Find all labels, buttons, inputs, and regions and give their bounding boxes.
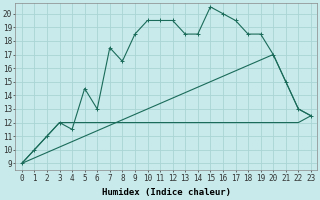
X-axis label: Humidex (Indice chaleur): Humidex (Indice chaleur)	[102, 188, 231, 197]
